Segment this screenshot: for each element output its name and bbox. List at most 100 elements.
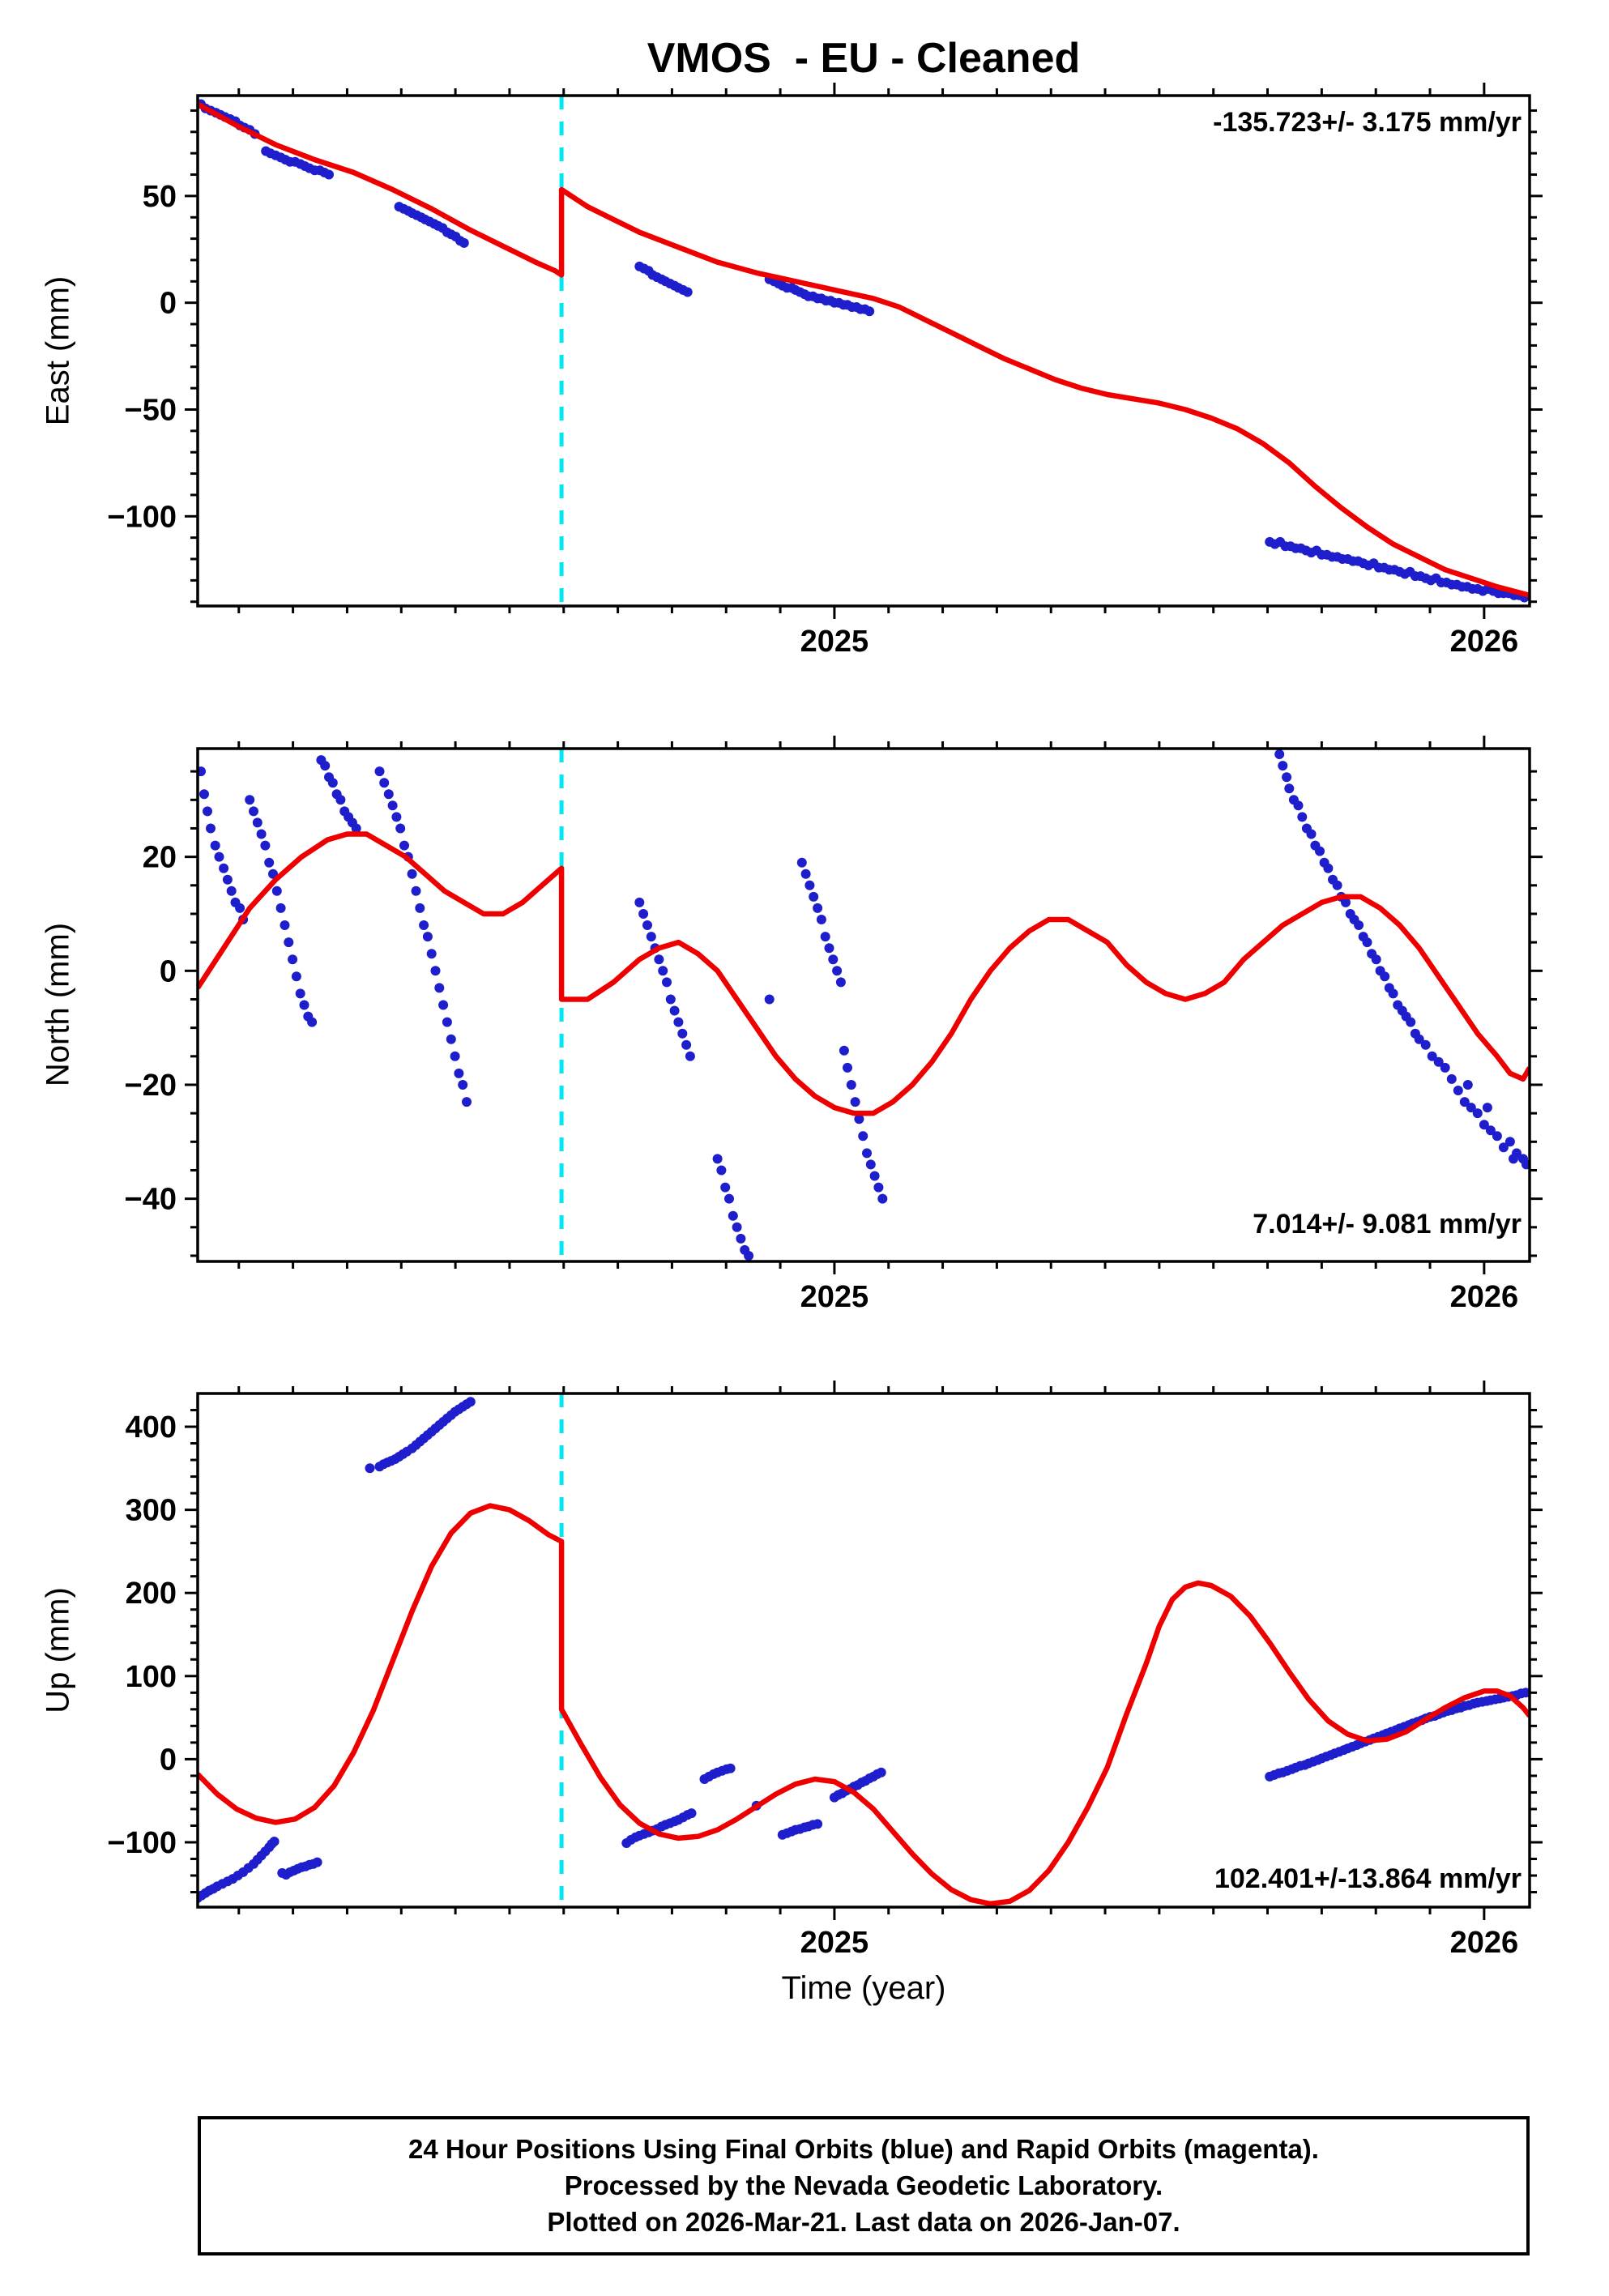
y-tick-label: −20 <box>125 1069 177 1103</box>
data-point <box>1462 1080 1473 1090</box>
data-point <box>245 795 255 805</box>
footer-line-plotted: Plotted on 2026-Mar-21. Last data on 202… <box>547 2207 1180 2237</box>
y-tick-label: −100 <box>107 1826 177 1860</box>
data-point <box>1341 897 1351 907</box>
data-point <box>677 1028 688 1039</box>
data-point <box>1380 971 1390 982</box>
data-point <box>407 868 417 879</box>
up-panel: 2025 2026 400 300 200 100 0 −100 <box>107 1381 1543 1960</box>
data-point <box>716 1165 727 1176</box>
data-point <box>1388 988 1398 999</box>
data-point <box>1306 829 1317 839</box>
data-point <box>219 863 229 873</box>
data-point <box>465 1397 476 1407</box>
data-point <box>682 287 693 297</box>
data-point <box>1498 1142 1509 1153</box>
data-point <box>320 761 331 771</box>
up-trend-label: 102.401+/-13.864 mm/yr <box>1214 1863 1522 1894</box>
plot-frame <box>196 1392 1531 1909</box>
data-point <box>865 1159 876 1170</box>
data-point <box>210 840 220 851</box>
data-point <box>1278 761 1288 771</box>
data-point <box>665 994 676 1005</box>
data-point <box>395 823 406 834</box>
data-point <box>214 851 224 862</box>
data-point <box>816 915 826 924</box>
model-curve <box>198 101 1530 598</box>
data-point <box>862 1148 872 1159</box>
data-point <box>835 977 846 988</box>
footer-box: 24 Hour Positions Using Final Orbits (bl… <box>198 2116 1530 2255</box>
data-point <box>1479 1120 1489 1130</box>
data-point <box>235 903 245 913</box>
data-point <box>275 903 286 913</box>
north-trend-label: 7.014+/- 9.081 mm/yr <box>1253 1209 1522 1240</box>
data-point <box>198 766 206 777</box>
data-point <box>426 949 437 959</box>
data-point <box>1440 1062 1450 1073</box>
data-point <box>1472 1108 1483 1119</box>
data-point <box>854 1114 864 1125</box>
data-point <box>796 857 807 868</box>
data-point <box>383 789 394 800</box>
y-tick-label: −50 <box>125 393 177 427</box>
data-point <box>1466 1103 1476 1113</box>
data-point <box>199 789 209 800</box>
data-point <box>1504 1137 1515 1147</box>
y-tick-label: 0 <box>160 1743 177 1777</box>
data-point <box>839 1045 849 1056</box>
data-point <box>434 983 445 993</box>
data-point <box>1485 1125 1496 1136</box>
data-point <box>846 1080 856 1090</box>
data-point <box>804 880 815 890</box>
data-point <box>1433 1056 1444 1067</box>
data-point <box>222 874 233 885</box>
data-point <box>681 1039 692 1050</box>
data-point <box>1512 1148 1522 1159</box>
data-point <box>1284 783 1295 794</box>
data-point <box>450 1051 460 1061</box>
data-point <box>877 1193 888 1204</box>
data-point <box>876 1767 886 1777</box>
data-point <box>712 1154 723 1164</box>
data-point <box>411 886 421 896</box>
y-tick-label: 20 <box>143 841 177 875</box>
x-tick-label: 2025 <box>800 625 869 659</box>
footer-line-orbits: 24 Hour Positions Using Final Orbits (bl… <box>408 2134 1319 2164</box>
data-point <box>226 886 237 896</box>
data-point <box>260 840 271 851</box>
data-point <box>459 237 469 248</box>
data-point <box>1414 1034 1424 1044</box>
data-point <box>685 1051 695 1061</box>
data-point <box>1492 1131 1502 1142</box>
data-point <box>252 817 262 828</box>
up-axis-title: Up (mm) <box>40 1587 76 1713</box>
y-tick-label: 50 <box>143 180 177 214</box>
data-point <box>280 920 290 930</box>
y-tick-label: 200 <box>126 1577 177 1611</box>
data-point <box>1420 1039 1431 1050</box>
data-point <box>864 306 875 317</box>
data-point <box>374 766 385 777</box>
data-point <box>673 1017 684 1027</box>
data-point <box>638 909 649 919</box>
east-axis-title: East (mm) <box>40 275 76 426</box>
data-point <box>732 1222 742 1232</box>
y-tick-label: −40 <box>125 1183 177 1217</box>
data-point <box>813 903 823 913</box>
data-point <box>422 932 433 942</box>
data-point <box>800 868 811 879</box>
data-point <box>850 1097 860 1107</box>
data-point <box>828 954 839 965</box>
data-point <box>365 1463 375 1474</box>
y-tick-label: −100 <box>107 500 177 534</box>
x-axis-title: Time (year) <box>781 1970 946 2006</box>
y-tick-label: 400 <box>126 1410 177 1445</box>
data-point <box>1427 1051 1437 1061</box>
data-point <box>1332 880 1342 890</box>
data-point <box>442 1017 452 1027</box>
data-point <box>646 932 656 942</box>
data-point <box>312 1857 322 1867</box>
data-point <box>1521 1688 1530 1698</box>
